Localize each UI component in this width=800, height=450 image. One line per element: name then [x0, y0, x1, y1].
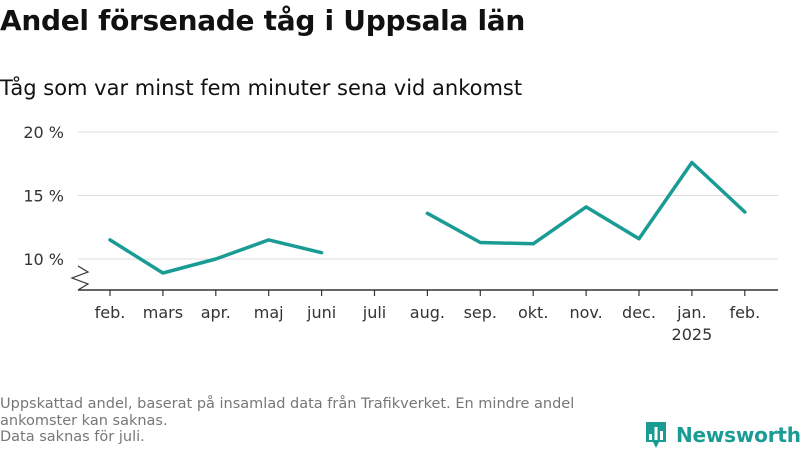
x-tick-label: aug. — [410, 303, 445, 322]
x-tick-label: feb. — [95, 303, 126, 322]
x-tick-label: juni — [306, 303, 336, 322]
y-tick-label: 20 % — [23, 123, 64, 142]
x-tick-label: apr. — [201, 303, 231, 322]
x-tick-label: maj — [254, 303, 284, 322]
newsworthy-logo: Newsworthy — [644, 420, 800, 450]
x-tick-label: jan. — [676, 303, 706, 322]
x-tick-label: feb. — [729, 303, 760, 322]
x-tick-label: nov. — [569, 303, 602, 322]
x-tick-label: juli — [362, 303, 386, 322]
line-chart: 10 % 15 % 20 % feb. mars apr. maj juni juli aug. s… — [23, 123, 778, 344]
brand-name: Newsworthy — [676, 423, 800, 447]
y-tick-label: 10 % — [23, 250, 64, 269]
y-tick-label: 15 % — [23, 187, 64, 206]
bar-chart-logo-icon — [646, 422, 666, 448]
series — [108, 160, 747, 275]
x-tick-year-label: 2025 — [672, 325, 713, 344]
tick-labels: 10 % 15 % 20 % feb. mars apr. maj juni juli aug. s… — [23, 123, 760, 344]
footnote-line-missing: Data saknas för juli. — [0, 429, 145, 445]
series-line-segment — [425, 160, 747, 246]
axis-break-mark — [70, 265, 90, 291]
x-tick-label: okt. — [518, 303, 548, 322]
series-line-segment — [108, 238, 324, 275]
footnote-line-source: Uppskattad andel, baserat på insamlad da… — [0, 396, 575, 429]
x-tick-label: sep. — [464, 303, 497, 322]
axes — [70, 265, 778, 296]
x-tick-label: dec. — [622, 303, 656, 322]
footnote: Uppskattad andel, baserat på insamlad da… — [0, 396, 640, 446]
chart-subtitle: Tåg som var minst fem minuter sena vid a… — [0, 76, 523, 100]
chart-title: Andel försenade tåg i Uppsala län — [0, 4, 526, 37]
x-tick-label: mars — [143, 303, 183, 322]
gridlines — [78, 131, 778, 260]
